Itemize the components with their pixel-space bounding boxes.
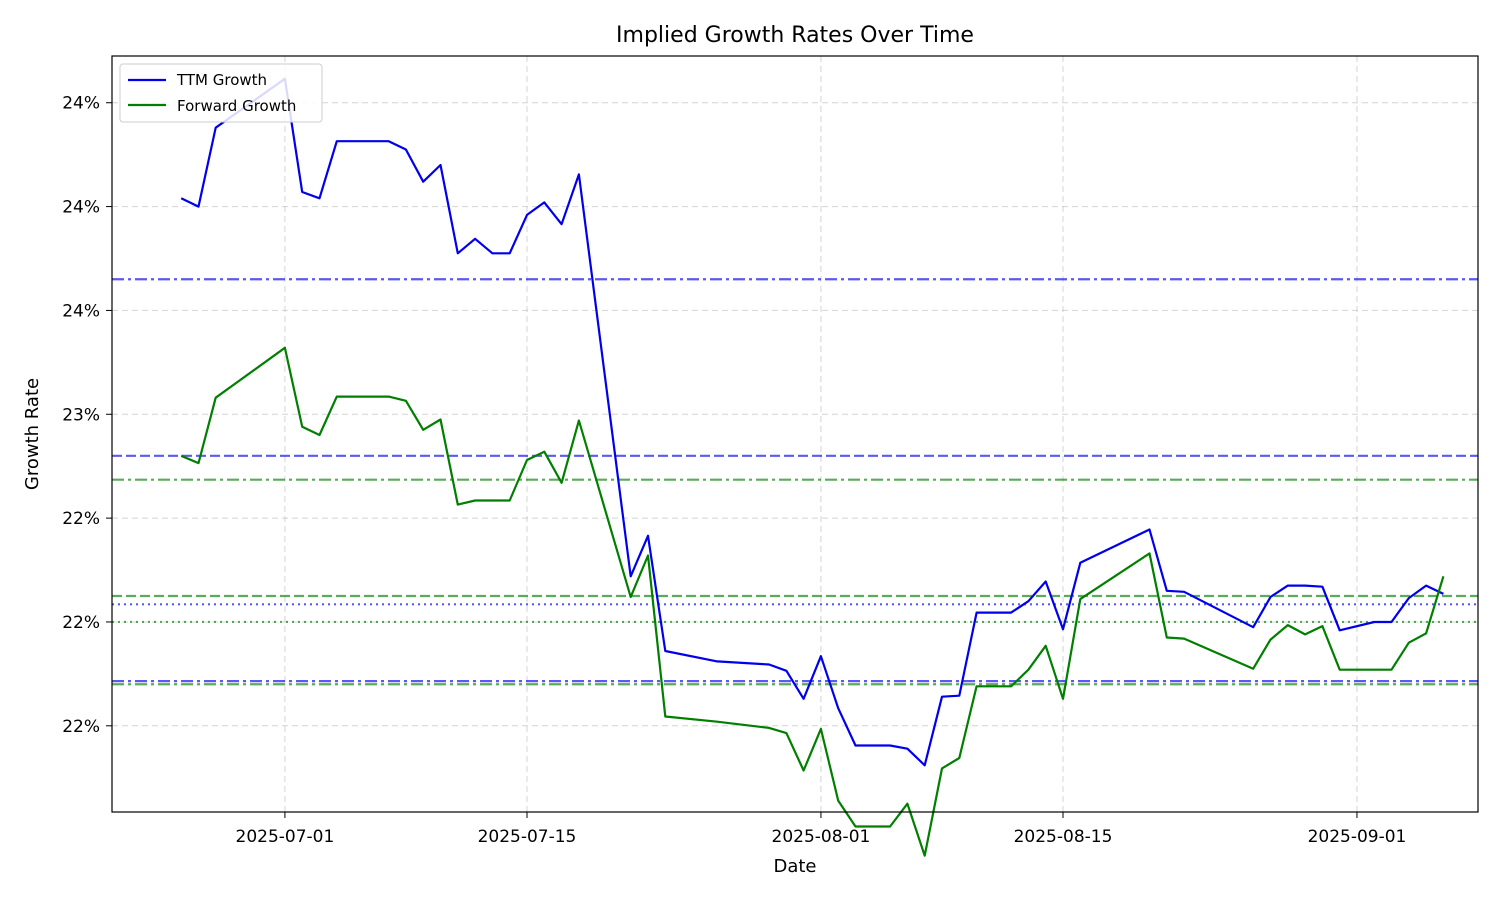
legend-label-ttm: TTM Growth	[176, 71, 267, 89]
y-tick-label: 22%	[62, 509, 100, 529]
y-tick-label: 24%	[62, 301, 100, 321]
x-tick-label: 2025-08-01	[772, 827, 871, 847]
y-tick-label: 22%	[62, 717, 100, 737]
plot-frame	[111, 55, 1479, 813]
legend-box	[119, 63, 323, 123]
chart-title: Implied Growth Rates Over Time	[616, 23, 974, 48]
series-line-forward-growth	[180, 346, 1445, 857]
x-tick-label: 2025-07-01	[236, 827, 335, 847]
y-tick-label: 22%	[62, 613, 100, 633]
y-tick-label: 24%	[62, 94, 100, 114]
series-line-ttm-growth	[180, 77, 1444, 767]
x-tick-label: 2025-09-01	[1308, 827, 1407, 847]
series-lines	[180, 77, 1445, 857]
y-tick-label: 23%	[62, 405, 100, 425]
x-tick-label: 2025-07-15	[478, 827, 577, 847]
x-axis-ticks: 2025-07-01 2025-07-15 2025-08-01 2025-08-15…	[236, 812, 1407, 847]
y-tick-label: 24%	[62, 198, 100, 218]
y-axis-ticks: 22% 22% 22% 23% 24% 24% 24%	[62, 94, 112, 737]
legend: TTM Growth Forward Growth	[119, 63, 323, 123]
y-axis-title: Growth Rate	[22, 378, 43, 490]
x-tick-label: 2025-08-15	[1014, 827, 1113, 847]
grid	[112, 56, 1478, 812]
legend-label-forward: Forward Growth	[177, 97, 296, 115]
x-axis-title: Date	[773, 856, 816, 877]
